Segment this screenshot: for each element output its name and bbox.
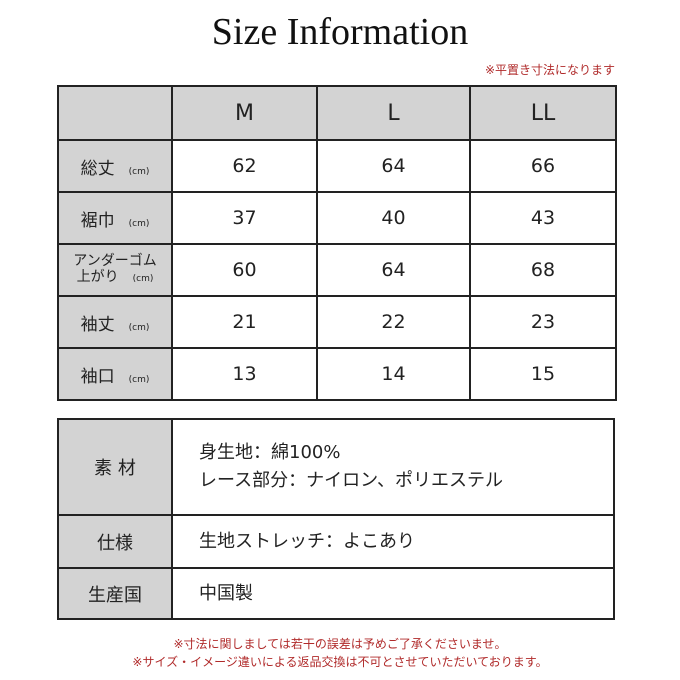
table-row: 袖丈 (cm) 21 22 23 [57, 295, 617, 349]
table-row: 素 材 身生地：綿100% レース部分：ナイロン、ポリエステル [57, 418, 615, 516]
cell: 66 [469, 139, 617, 193]
table-row: 生産国 中国製 [57, 567, 615, 620]
cell: 15 [469, 347, 617, 401]
info-table: 素 材 身生地：綿100% レース部分：ナイロン、ポリエステル 仕様 生地ストレッ… [57, 418, 615, 620]
cell: 身生地：綿100% レース部分：ナイロン、ポリエステル [171, 418, 615, 516]
flat-measurement-note: ※平置き寸法になります [484, 63, 615, 77]
cell: 37 [171, 191, 318, 245]
cell: 21 [171, 295, 318, 349]
table-row: 袖口 (cm) 13 14 15 [57, 347, 617, 401]
size-table: M L LL 総丈 (cm) 62 64 66 裾巾 (cm) 37 40 43 ア… [57, 85, 617, 401]
table-row: 仕様 生地ストレッチ：よこあり [57, 514, 615, 569]
cell: 40 [316, 191, 471, 245]
cell: 64 [316, 139, 471, 193]
cell: 生地ストレッチ：よこあり [171, 514, 615, 569]
cell: 中国製 [171, 567, 615, 620]
cell: 60 [171, 243, 318, 297]
row-label: 裾巾 (cm) [57, 191, 173, 245]
table-header-row: M L LL [57, 85, 617, 141]
table-row: アンダーゴム 上がり (cm) 60 64 68 [57, 243, 617, 297]
page-title: Size Information [211, 11, 469, 53]
table-row: 総丈 (cm) 62 64 66 [57, 139, 617, 193]
header-ll: LL [469, 85, 617, 141]
cell: 23 [469, 295, 617, 349]
row-label: 仕様 [57, 514, 173, 569]
cell: 64 [316, 243, 471, 297]
cell: 22 [316, 295, 471, 349]
footer-notes: ※寸法に関しましては若干の誤差は予めご了承くださいませ。 ※サイズ・イメージ違い… [132, 637, 548, 669]
row-label: 総丈 (cm) [57, 139, 173, 193]
cell: 14 [316, 347, 471, 401]
header-l: L [316, 85, 471, 141]
header-m: M [171, 85, 318, 141]
row-label: 生産国 [57, 567, 173, 620]
row-label: 袖丈 (cm) [57, 295, 173, 349]
row-label: 袖口 (cm) [57, 347, 173, 401]
cell: 43 [469, 191, 617, 245]
table-row: 裾巾 (cm) 37 40 43 [57, 191, 617, 245]
cell: 13 [171, 347, 318, 401]
row-label: アンダーゴム 上がり (cm) [57, 243, 173, 297]
cell: 68 [469, 243, 617, 297]
row-label: 素 材 [57, 418, 173, 516]
cell: 62 [171, 139, 318, 193]
